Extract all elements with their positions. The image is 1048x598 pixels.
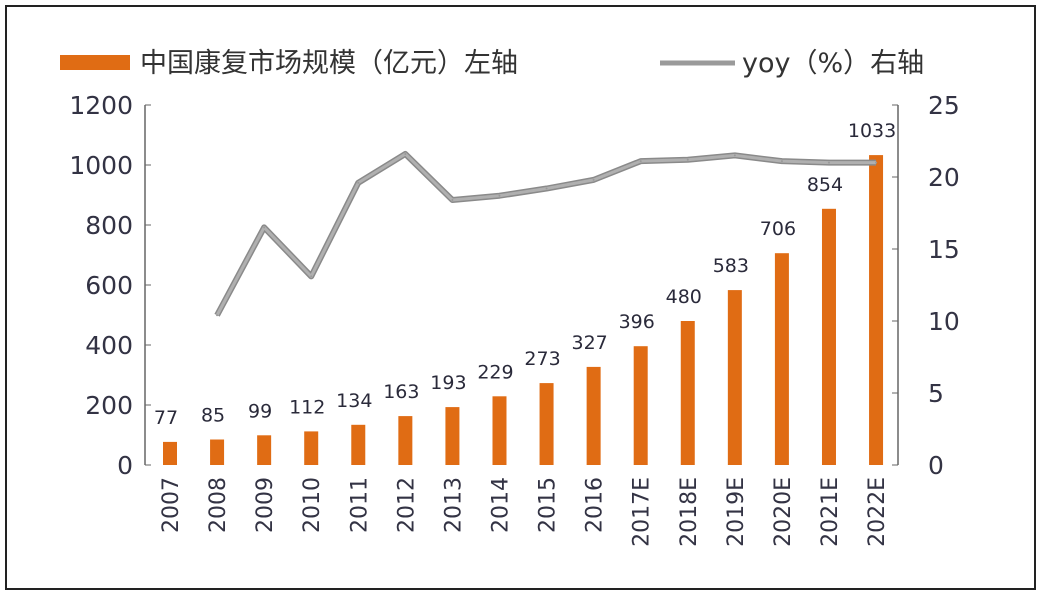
bar-data-label: 480 xyxy=(666,286,702,308)
yoy-point-2022E xyxy=(875,161,878,164)
bar-2009 xyxy=(257,435,272,465)
x-tick-label: 2016 xyxy=(583,477,608,533)
x-tick-label: 2009 xyxy=(253,477,278,533)
bar-2011 xyxy=(351,424,366,465)
right-tick-label: 10 xyxy=(928,307,960,336)
bar-data-label: 854 xyxy=(807,174,843,196)
bar-data-label: 273 xyxy=(524,348,560,370)
x-tick-label: 2007 xyxy=(159,477,184,533)
x-tick-label: 2012 xyxy=(394,477,419,533)
bar-2014 xyxy=(492,396,507,465)
bar-data-label: 99 xyxy=(248,400,272,422)
yoy-point-2010 xyxy=(310,275,313,278)
yoy-point-2013 xyxy=(451,199,454,202)
bar-data-label: 706 xyxy=(760,218,796,240)
bar-2017E xyxy=(633,346,648,465)
x-tick-label: 2010 xyxy=(300,477,325,533)
x-tick-label: 2018E xyxy=(677,477,702,547)
bar-data-label: 327 xyxy=(571,332,607,354)
bar-2022E xyxy=(869,155,884,465)
yoy-point-2014 xyxy=(498,194,501,197)
left-tick-label: 400 xyxy=(85,331,133,360)
legend-bar-swatch xyxy=(60,55,130,70)
right-tick-label: 5 xyxy=(928,379,944,408)
left-tick-label: 200 xyxy=(85,391,133,420)
bar-data-label: 163 xyxy=(383,381,419,403)
left-tick-label: 600 xyxy=(85,271,133,300)
bar-data-label: 396 xyxy=(619,311,655,333)
bar-2020E xyxy=(774,253,789,465)
bar-2013 xyxy=(445,407,460,465)
yoy-point-2015 xyxy=(545,187,548,190)
x-tick-label: 2013 xyxy=(441,477,466,533)
left-tick-label: 800 xyxy=(85,211,133,240)
legend-line-label: yoy（%）右轴 xyxy=(742,48,924,79)
yoy-point-2011 xyxy=(357,181,360,184)
x-tick-label: 2008 xyxy=(206,477,231,533)
left-tick-label: 1200 xyxy=(69,91,133,120)
bar-data-label: 112 xyxy=(289,396,325,418)
bar-2018E xyxy=(680,321,695,465)
left-tick-label: 1000 xyxy=(69,151,133,180)
x-tick-label: 2015 xyxy=(536,477,561,533)
x-tick-label: 2020E xyxy=(771,477,796,547)
x-tick-label: 2022E xyxy=(865,477,890,547)
bar-data-label: 77 xyxy=(154,407,178,429)
x-tick-label: 2019E xyxy=(724,477,749,547)
x-tick-label: 2011 xyxy=(347,477,372,533)
bar-2016 xyxy=(586,366,601,465)
yoy-point-2017E xyxy=(639,160,642,163)
bar-data-label: 193 xyxy=(430,372,466,394)
bar-2019E xyxy=(727,290,742,465)
bar-2012 xyxy=(398,416,413,465)
right-tick-label: 15 xyxy=(928,235,960,264)
bar-data-label: 229 xyxy=(477,361,513,383)
x-tick-label: 2017E xyxy=(630,477,655,547)
yoy-point-2008 xyxy=(216,314,219,317)
bar-data-label: 85 xyxy=(201,405,225,427)
bar-data-label: 134 xyxy=(336,390,372,412)
bar-data-label: 583 xyxy=(713,255,749,277)
x-tick-label: 2021E xyxy=(818,477,843,547)
right-tick-label: 20 xyxy=(928,163,960,192)
yoy-point-2018E xyxy=(686,158,689,161)
bar-2007 xyxy=(163,441,177,465)
bar-2021E xyxy=(821,208,836,466)
right-tick-label: 0 xyxy=(928,451,944,480)
chart-frame xyxy=(5,5,1036,590)
yoy-point-2019E xyxy=(733,154,736,157)
bar-2008 xyxy=(210,439,225,465)
yoy-point-2021E xyxy=(827,161,830,164)
yoy-point-2009 xyxy=(263,226,266,229)
bar-2015 xyxy=(539,383,554,465)
left-tick-label: 0 xyxy=(117,451,133,480)
legend-bar-label: 中国康复市场规模（亿元）左轴 xyxy=(140,48,518,79)
yoy-point-2020E xyxy=(780,160,783,163)
bar-data-label: 1033 xyxy=(848,120,896,142)
yoy-point-2016 xyxy=(592,178,595,181)
right-tick-label: 25 xyxy=(928,91,960,120)
x-tick-label: 2014 xyxy=(488,477,513,533)
yoy-point-2012 xyxy=(404,152,407,155)
bar-2010 xyxy=(304,431,319,465)
